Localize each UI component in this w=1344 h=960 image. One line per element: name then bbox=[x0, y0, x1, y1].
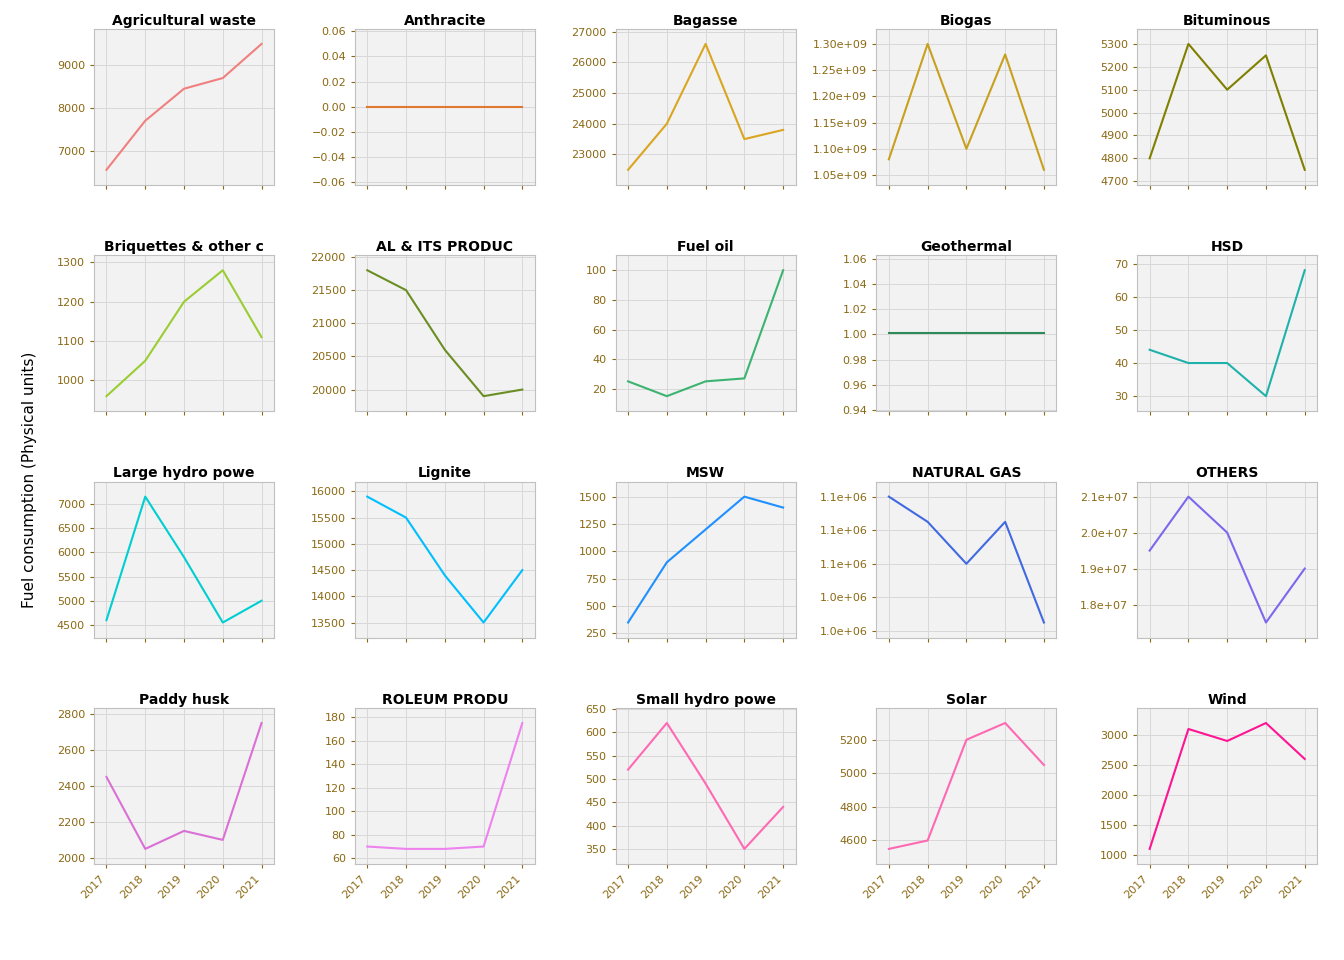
Title: Agricultural waste: Agricultural waste bbox=[112, 13, 255, 28]
Title: Lignite: Lignite bbox=[418, 467, 472, 480]
Title: OTHERS: OTHERS bbox=[1196, 467, 1259, 480]
Title: Small hydro powe: Small hydro powe bbox=[636, 693, 775, 707]
Title: ROLEUM PRODU: ROLEUM PRODU bbox=[382, 693, 508, 707]
Title: Geothermal: Geothermal bbox=[921, 240, 1012, 254]
Title: NATURAL GAS: NATURAL GAS bbox=[911, 467, 1021, 480]
Title: Bituminous: Bituminous bbox=[1183, 13, 1271, 28]
Title: Briquettes & other c: Briquettes & other c bbox=[103, 240, 263, 254]
Text: Fuel consumption (Physical units): Fuel consumption (Physical units) bbox=[22, 351, 38, 609]
Title: Fuel oil: Fuel oil bbox=[677, 240, 734, 254]
Title: Wind: Wind bbox=[1207, 693, 1247, 707]
Title: AL & ITS PRODUC: AL & ITS PRODUC bbox=[376, 240, 513, 254]
Title: Solar: Solar bbox=[946, 693, 986, 707]
Title: MSW: MSW bbox=[685, 467, 726, 480]
Title: Biogas: Biogas bbox=[941, 13, 993, 28]
Title: HSD: HSD bbox=[1211, 240, 1243, 254]
Title: Paddy husk: Paddy husk bbox=[138, 693, 228, 707]
Title: Anthracite: Anthracite bbox=[403, 13, 487, 28]
Title: Large hydro powe: Large hydro powe bbox=[113, 467, 255, 480]
Title: Bagasse: Bagasse bbox=[673, 13, 738, 28]
